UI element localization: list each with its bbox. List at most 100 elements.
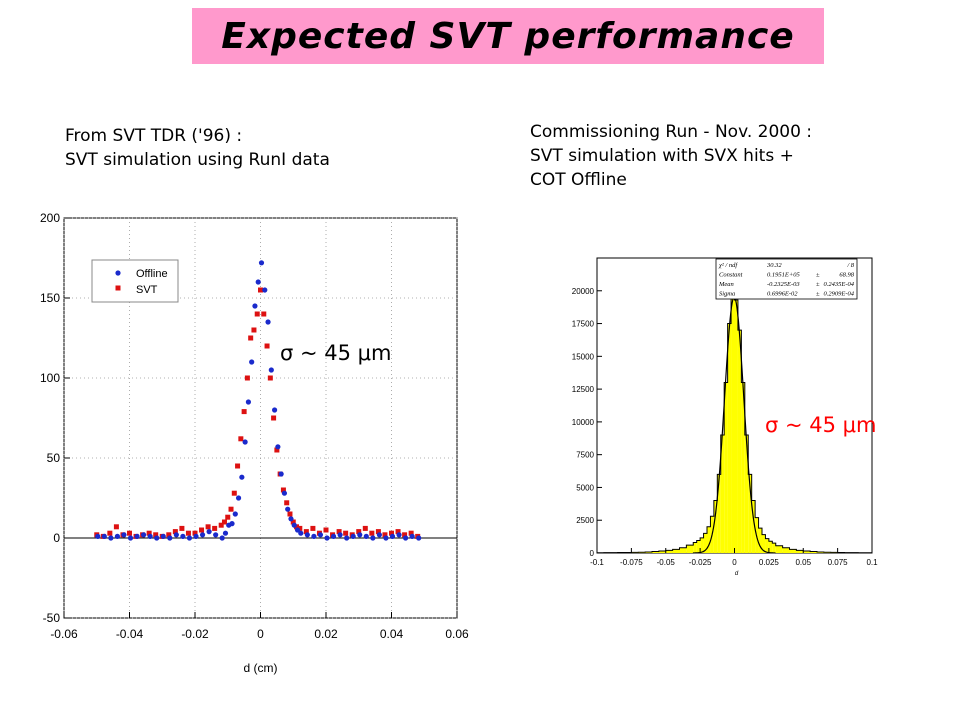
offline-point xyxy=(304,532,310,538)
offline-point xyxy=(121,532,127,538)
histogram-bin xyxy=(700,537,704,553)
left-x-tick-label: -0.04 xyxy=(116,627,144,641)
svt-point xyxy=(389,530,394,536)
histogram-bin xyxy=(717,474,721,553)
svt-point xyxy=(228,506,234,512)
offline-point xyxy=(357,532,363,538)
svt-point xyxy=(402,532,408,538)
svt-point xyxy=(251,327,257,333)
legend-marker-offline xyxy=(115,270,121,276)
stats-value: 30.32 xyxy=(766,262,782,269)
right-x-tick-label: 0.1 xyxy=(866,558,878,567)
offline-point xyxy=(173,532,179,538)
sigma-right-annotation: σ ~ 45 μm xyxy=(765,413,877,437)
svt-point xyxy=(241,409,247,415)
offline-point xyxy=(324,535,330,541)
offline-point xyxy=(363,533,369,540)
svt-point xyxy=(408,530,414,536)
offline-point xyxy=(330,533,337,540)
offline-point xyxy=(370,535,376,541)
offline-point xyxy=(180,533,186,540)
left-x-tick-label: 0 xyxy=(257,627,264,641)
offline-point xyxy=(403,535,409,541)
offline-point xyxy=(206,529,212,535)
title-banner: Expected SVT performance xyxy=(192,8,824,64)
stats-error: 0.2435E-04 xyxy=(823,281,854,288)
svt-point xyxy=(248,335,254,341)
histogram-bin xyxy=(744,435,749,553)
stats-plusminus: ± xyxy=(816,272,820,279)
stats-plusminus: ± xyxy=(816,291,820,298)
stats-label: χ² / ndf xyxy=(718,262,738,269)
legend-marker-svt xyxy=(115,285,121,291)
right-chart: 0 2500 5000 7500 10000 12500 15000 17500 20000 -0… xyxy=(572,257,878,577)
left-legend-box xyxy=(91,259,179,303)
offline-point xyxy=(235,495,242,501)
histogram-bin xyxy=(703,533,707,553)
histogram-bin xyxy=(734,299,738,553)
offline-point xyxy=(199,532,206,538)
stats-value: 0.1951E+05 xyxy=(767,272,800,279)
histogram-bin xyxy=(789,549,797,553)
legend-label-offline: Offline xyxy=(136,268,168,280)
histogram-bin xyxy=(772,543,776,553)
svt-point xyxy=(323,527,329,533)
left-x-tick-label: 0.04 xyxy=(380,627,404,641)
right-y-tick-label: 20000 xyxy=(572,287,595,296)
left-x-tick-label: 0.02 xyxy=(314,627,338,641)
svt-point xyxy=(303,529,309,535)
offline-point xyxy=(167,535,173,541)
svt-point xyxy=(375,529,381,535)
svt-point xyxy=(290,519,296,525)
offline-point xyxy=(275,444,281,450)
offline-point xyxy=(160,533,166,540)
svt-point xyxy=(274,447,280,453)
svt-point xyxy=(179,525,185,531)
right-x-tick-label: -0.025 xyxy=(689,558,712,567)
svt-point xyxy=(382,532,388,538)
offline-point xyxy=(95,533,101,540)
svt-point xyxy=(172,529,178,535)
histogram-bin xyxy=(817,551,824,553)
stats-label: Mean xyxy=(718,281,734,288)
offline-point xyxy=(350,533,356,540)
stats-error: 68.98 xyxy=(839,272,854,279)
offline-point xyxy=(278,471,284,477)
histogram-bin xyxy=(782,547,790,553)
offline-point xyxy=(245,399,251,405)
right-caption-line-3: COT Offline xyxy=(530,170,627,190)
svt-point xyxy=(280,487,286,493)
histogram-bin xyxy=(658,551,666,553)
histogram-bin xyxy=(679,547,687,553)
stats-error: 0.2909E-04 xyxy=(823,291,854,298)
offline-point xyxy=(141,532,147,538)
svt-point xyxy=(166,532,172,538)
right-y-tick-label: 15000 xyxy=(572,352,595,361)
stats-plusminus: ± xyxy=(816,281,820,288)
right-y-tick-label: 5000 xyxy=(576,483,594,492)
offline-point xyxy=(268,367,274,373)
offline-point xyxy=(154,535,160,541)
offline-point xyxy=(344,535,350,541)
offline-point xyxy=(396,532,402,538)
offline-point xyxy=(101,533,107,540)
offline-point xyxy=(242,439,248,445)
right-x-tick-label: -0.1 xyxy=(590,558,604,567)
offline-point xyxy=(239,474,245,480)
histogram-bin xyxy=(775,545,783,553)
histogram-bin xyxy=(727,323,732,553)
offline-point xyxy=(416,535,422,541)
svt-point xyxy=(218,522,224,528)
right-y-tick-label: 12500 xyxy=(572,385,595,394)
offline-point xyxy=(186,535,193,541)
left-y-tick-label: 50 xyxy=(47,451,61,465)
offline-point xyxy=(258,260,265,266)
offline-point xyxy=(298,530,304,536)
left-x-tick-label: 0.06 xyxy=(445,627,469,641)
left-y-tick-label: 0 xyxy=(53,531,60,545)
left-caption-line-1: From SVT TDR ('96) : xyxy=(65,126,243,146)
offline-point xyxy=(376,532,382,538)
svt-point xyxy=(212,525,218,531)
left-x-tick-label: -0.02 xyxy=(181,627,209,641)
svt-point xyxy=(185,530,191,536)
